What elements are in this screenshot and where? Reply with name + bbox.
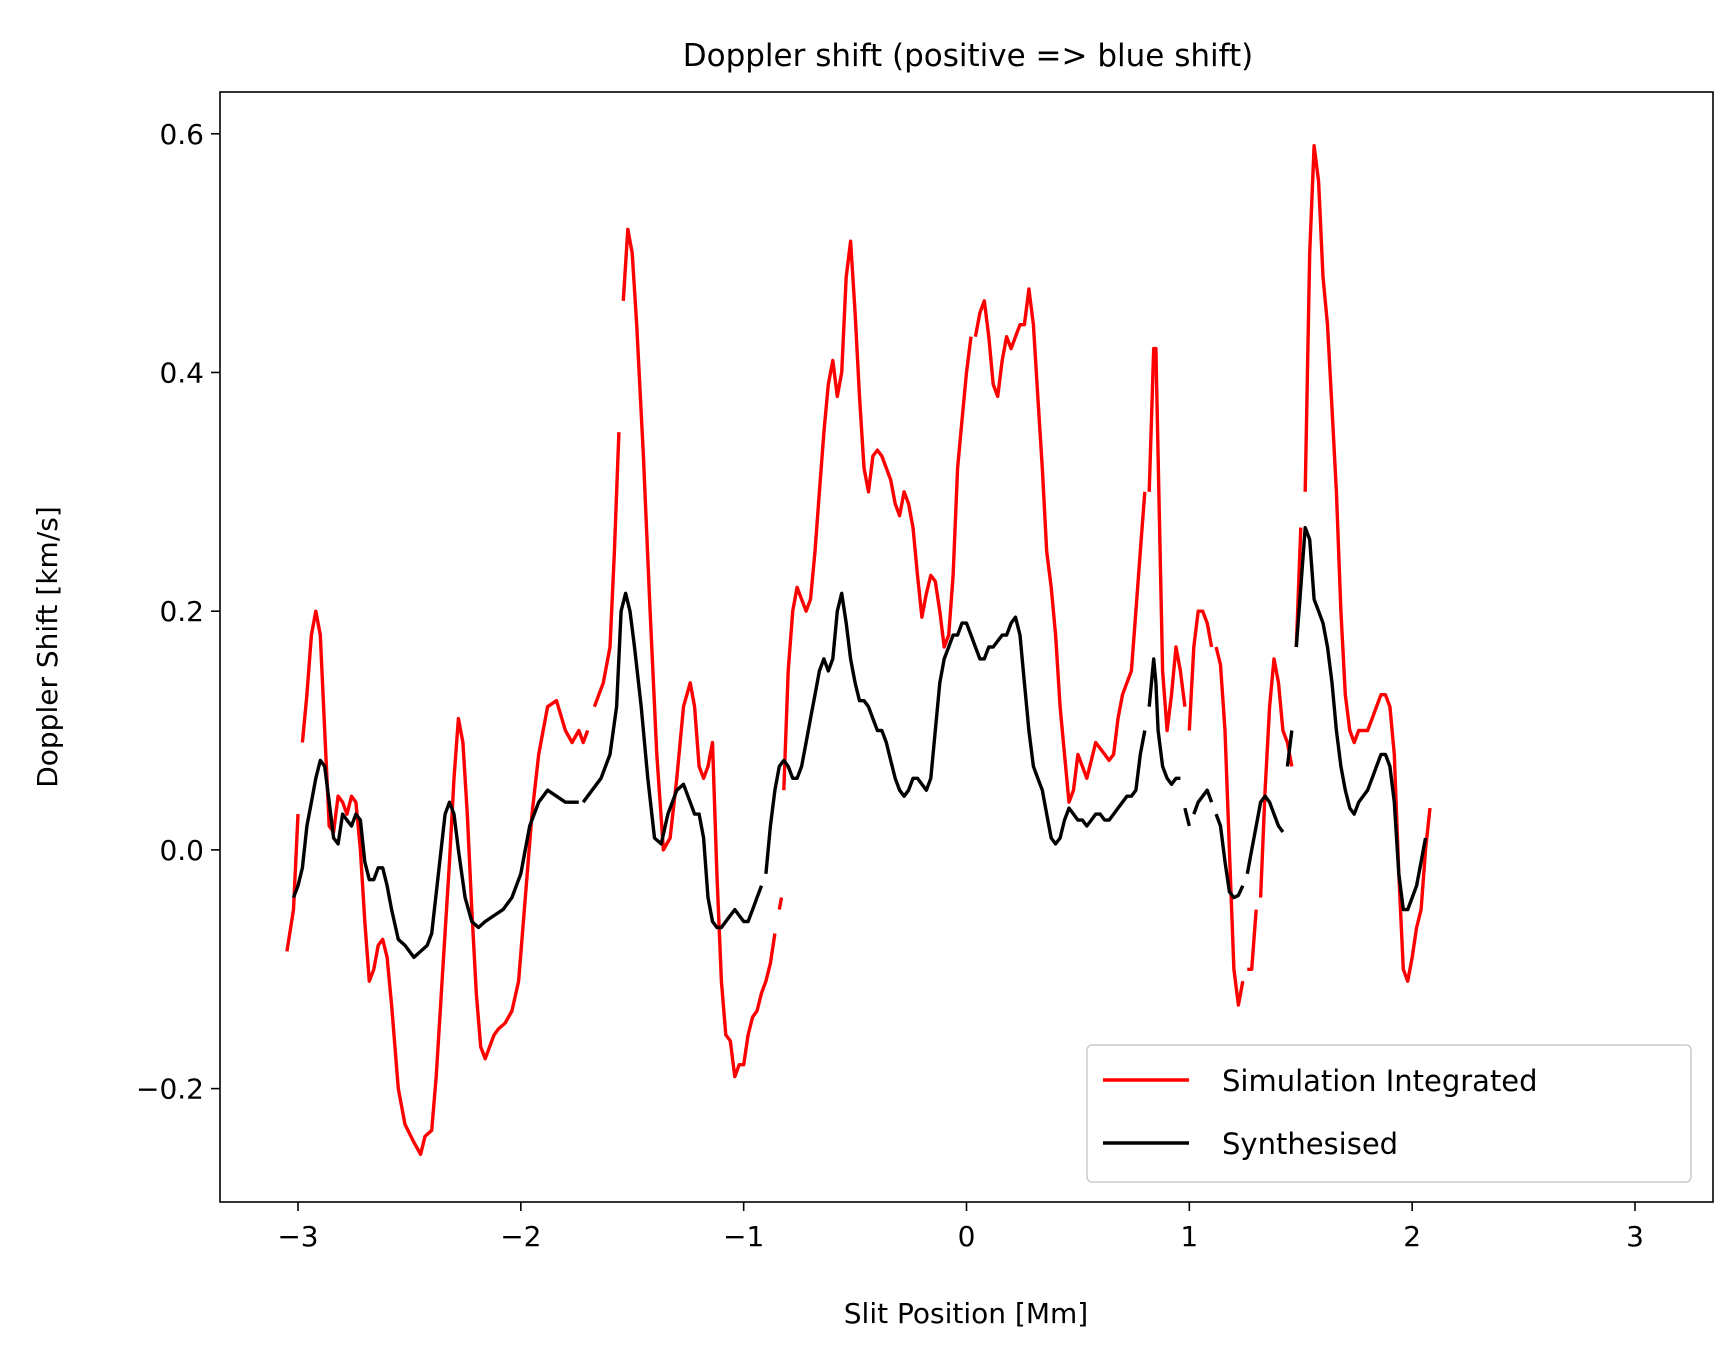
series-line-simulation-integrated-segment-11 <box>1258 657 1294 898</box>
legend-label-simulation-integrated: Simulation Integrated <box>1222 1064 1538 1098</box>
series-line-simulation-integrated-segment-7 <box>1147 346 1187 733</box>
series-line-synthesised-segment-8 <box>1285 730 1294 767</box>
series-line-synthesised-segment-2 <box>764 591 1147 874</box>
series-line-simulation-integrated-segment-0 <box>285 814 300 952</box>
series-line-simulation-integrated-segment-2 <box>592 432 621 708</box>
series-line-simulation-integrated-segment-4 <box>777 897 784 910</box>
y-tick-label-3: 0.4 <box>159 356 204 389</box>
legend-label-synthesised: Synthesised <box>1222 1127 1398 1161</box>
x-axis-label: Slit Position [Mm] <box>844 1297 1088 1330</box>
x-tick-label-2: −1 <box>723 1220 764 1253</box>
series-line-synthesised-segment-9 <box>1294 525 1428 912</box>
series-line-synthesised-segment-6 <box>1214 813 1245 900</box>
series-line-simulation-integrated-segment-13 <box>1303 143 1432 983</box>
x-tick-label-1: −2 <box>500 1220 541 1253</box>
series-line-synthesised-segment-1 <box>581 591 764 930</box>
series-line-synthesised-segment-4 <box>1183 807 1191 827</box>
series-line-simulation-integrated-segment-6 <box>973 287 1147 804</box>
x-tick-label-6: 3 <box>1626 1220 1644 1253</box>
legend: Simulation Integrated Synthesised <box>1086 1044 1692 1183</box>
series-line-synthesised-segment-0 <box>291 758 579 959</box>
series-line-simulation-integrated-segment-10 <box>1247 909 1258 971</box>
x-tick-label-4: 1 <box>1180 1220 1198 1253</box>
y-tick-label-2: 0.2 <box>159 595 204 628</box>
y-axis-label: Doppler Shift [km/s] <box>31 506 64 788</box>
y-tick-label-4: 0.6 <box>159 118 204 151</box>
legend-frame <box>1086 1044 1692 1183</box>
series-line-simulation-integrated-segment-9 <box>1214 646 1245 1007</box>
chart-title: Doppler shift (positive => blue shift) <box>683 38 1254 74</box>
series-line-synthesised-segment-5 <box>1192 788 1214 815</box>
y-tick-label-1: 0.0 <box>159 834 204 867</box>
series-layer <box>285 143 1432 1157</box>
series-line-simulation-integrated-segment-3 <box>621 227 777 1079</box>
series-line-simulation-integrated-segment-5 <box>782 239 973 791</box>
x-tick-label-3: 0 <box>958 1220 976 1253</box>
series-line-simulation-integrated-segment-8 <box>1187 609 1214 731</box>
series-line-synthesised-segment-7 <box>1245 794 1285 875</box>
series-line-synthesised-segment-3 <box>1147 657 1181 786</box>
ticks-layer: −3 −2 −1 0 1 2 3 −0.2 0.0 0.2 0.4 0.6 <box>136 118 1644 1253</box>
y-tick-label-0: −0.2 <box>136 1073 204 1106</box>
x-tick-label-0: −3 <box>277 1220 318 1253</box>
series-line-simulation-integrated-segment-1 <box>300 609 590 1157</box>
x-tick-label-5: 2 <box>1403 1220 1421 1253</box>
